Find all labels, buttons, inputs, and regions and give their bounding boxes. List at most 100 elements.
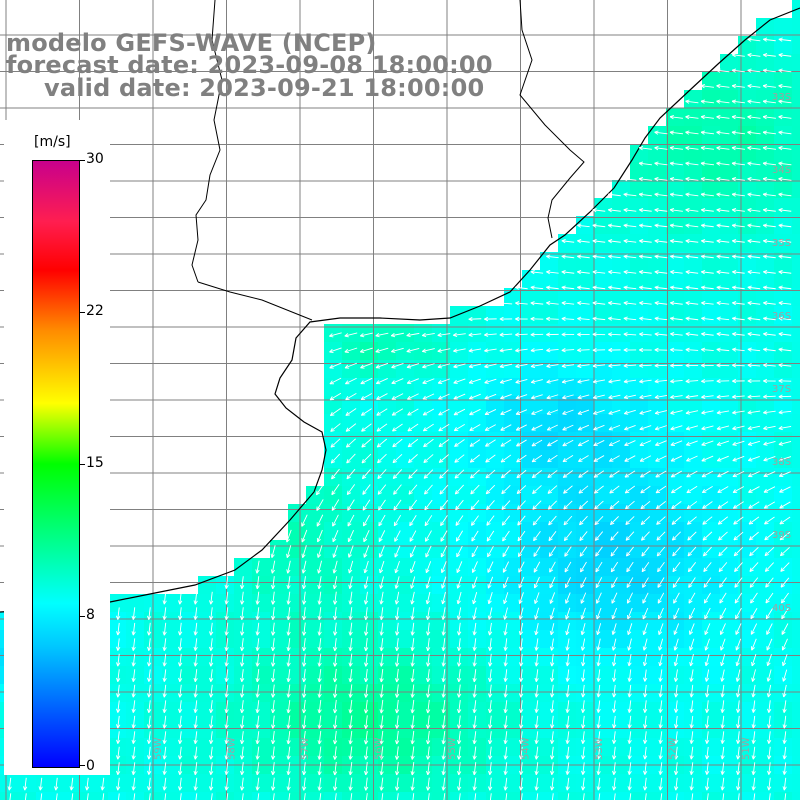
field-cell xyxy=(630,594,649,613)
field-cell xyxy=(288,612,307,631)
field-cell xyxy=(774,594,793,613)
field-cell xyxy=(270,666,289,685)
field-cell xyxy=(702,666,721,685)
field-cell xyxy=(522,522,541,541)
field-cell xyxy=(108,648,127,667)
field-cell xyxy=(774,144,793,163)
field-cell xyxy=(756,792,775,800)
field-cell xyxy=(630,648,649,667)
field-cell xyxy=(342,612,361,631)
wind-arrow xyxy=(762,84,776,89)
field-cell xyxy=(324,360,343,379)
field-cell xyxy=(36,792,55,800)
field-cell xyxy=(738,684,757,703)
field-cell xyxy=(666,360,685,379)
field-cell xyxy=(756,36,775,55)
field-cell xyxy=(684,144,703,163)
wind-arrow xyxy=(747,84,761,89)
field-cell xyxy=(450,342,469,361)
field-cell xyxy=(684,270,703,289)
field-cell xyxy=(720,216,739,235)
field-cell xyxy=(792,270,800,289)
field-cell xyxy=(306,792,325,800)
field-cell xyxy=(306,594,325,613)
field-cell xyxy=(504,792,523,800)
field-cell xyxy=(360,486,379,505)
field-cell xyxy=(468,396,487,415)
field-cell xyxy=(666,396,685,415)
field-cell xyxy=(432,684,451,703)
field-cell xyxy=(774,288,793,307)
colorbar-tick xyxy=(79,160,85,161)
field-cell xyxy=(774,468,793,487)
field-cell xyxy=(558,774,577,793)
field-cell xyxy=(180,738,199,757)
field-cell xyxy=(738,270,757,289)
field-cell xyxy=(594,252,613,271)
field-cell xyxy=(666,648,685,667)
field-cell xyxy=(594,576,613,595)
field-cell xyxy=(630,792,649,800)
field-cell xyxy=(648,486,667,505)
field-cell xyxy=(684,432,703,451)
colorbar-tick xyxy=(79,765,85,766)
field-cell xyxy=(594,450,613,469)
field-cell xyxy=(198,792,217,800)
field-cell xyxy=(576,450,595,469)
field-cell xyxy=(702,468,721,487)
field-cell xyxy=(756,90,775,109)
field-cell xyxy=(792,288,800,307)
field-cell xyxy=(720,702,739,721)
wind-arrow xyxy=(731,68,745,73)
field-cell xyxy=(756,414,775,433)
field-cell xyxy=(774,774,793,793)
field-cell xyxy=(702,270,721,289)
wind-arrow xyxy=(700,130,714,135)
field-cell xyxy=(126,792,145,800)
field-cell xyxy=(756,594,775,613)
field-cell xyxy=(702,342,721,361)
field-cell xyxy=(684,666,703,685)
field-cell xyxy=(324,414,343,433)
field-cell xyxy=(630,234,649,253)
field-cell xyxy=(594,360,613,379)
field-cell xyxy=(540,576,559,595)
field-cell xyxy=(414,324,433,343)
field-cell xyxy=(378,504,397,523)
field-cell xyxy=(612,450,631,469)
field-cell xyxy=(684,414,703,433)
field-cell xyxy=(108,720,127,739)
field-cell xyxy=(306,666,325,685)
field-cell xyxy=(414,396,433,415)
field-cell xyxy=(522,648,541,667)
wind-arrow xyxy=(716,115,730,120)
field-cell xyxy=(756,576,775,595)
field-cell xyxy=(540,630,559,649)
field-cell xyxy=(342,432,361,451)
field-cell xyxy=(270,648,289,667)
field-cell xyxy=(414,792,433,800)
field-cell xyxy=(540,540,559,559)
field-cell xyxy=(594,666,613,685)
field-cell xyxy=(576,666,595,685)
field-cell xyxy=(612,216,631,235)
field-cell xyxy=(162,792,181,800)
field-cell xyxy=(774,126,793,145)
field-cell xyxy=(792,666,800,685)
field-cell xyxy=(414,468,433,487)
field-cell xyxy=(648,702,667,721)
field-cell xyxy=(522,666,541,685)
field-cell xyxy=(666,252,685,271)
field-cell xyxy=(540,270,559,289)
field-cell xyxy=(792,414,800,433)
field-cell xyxy=(198,630,217,649)
longitude-label: 57W xyxy=(300,737,311,760)
field-cell xyxy=(738,396,757,415)
field-cell xyxy=(774,18,793,37)
field-cell xyxy=(414,522,433,541)
field-cell xyxy=(756,612,775,631)
wind-arrow xyxy=(716,130,730,135)
field-cell xyxy=(162,630,181,649)
field-cell xyxy=(756,288,775,307)
field-cell xyxy=(612,252,631,271)
